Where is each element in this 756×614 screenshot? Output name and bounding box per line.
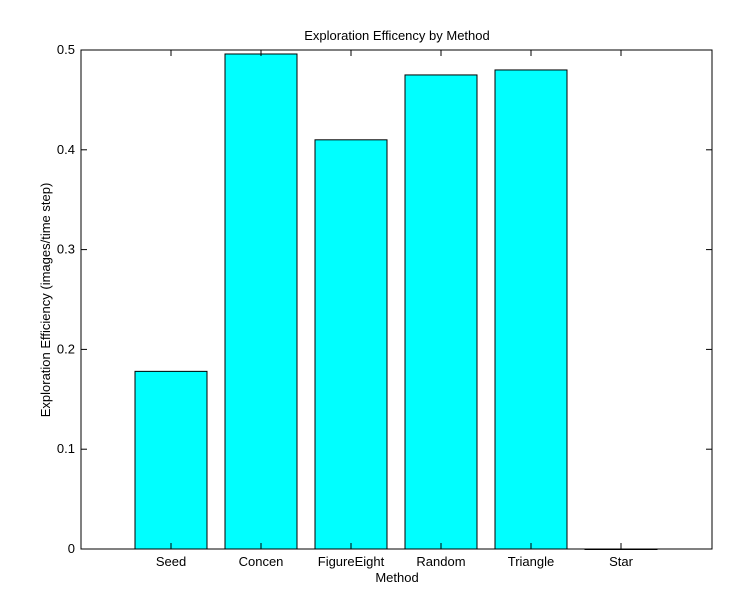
x-tick-label-concen: Concen <box>239 554 284 569</box>
x-tick-label-figureeight: FigureEight <box>318 554 385 569</box>
y-tick-label: 0 <box>68 541 75 556</box>
x-tick-label-triangle: Triangle <box>508 554 554 569</box>
y-tick-label: 0.4 <box>57 142 75 157</box>
bars-group <box>134 53 658 550</box>
chart-title: Exploration Efficency by Method <box>304 28 489 43</box>
x-tick-label-seed: Seed <box>156 554 186 569</box>
plot-area-frame <box>80 49 713 550</box>
bar-seed <box>134 370 208 550</box>
axes-group <box>80 49 713 550</box>
bar-concen <box>224 53 298 550</box>
y-tick-label: 0.2 <box>57 341 75 356</box>
y-tick-label: 0.1 <box>57 441 75 456</box>
bar-random <box>404 74 478 550</box>
y-tick-label: 0.3 <box>57 242 75 257</box>
ticks-group: 0 0.1 0.2 0.3 0.4 0.5 Seed Concen FigureEight Ran… <box>57 42 712 569</box>
x-axis-label: Method <box>375 570 418 585</box>
y-tick-label: 0.5 <box>57 42 75 57</box>
bar-figureeight <box>314 139 388 550</box>
x-tick-label-star: Star <box>609 554 634 569</box>
bar-triangle <box>494 69 568 550</box>
y-axis-label: Exploration Efficiency (images/time step… <box>38 183 53 418</box>
x-tick-label-random: Random <box>416 554 465 569</box>
